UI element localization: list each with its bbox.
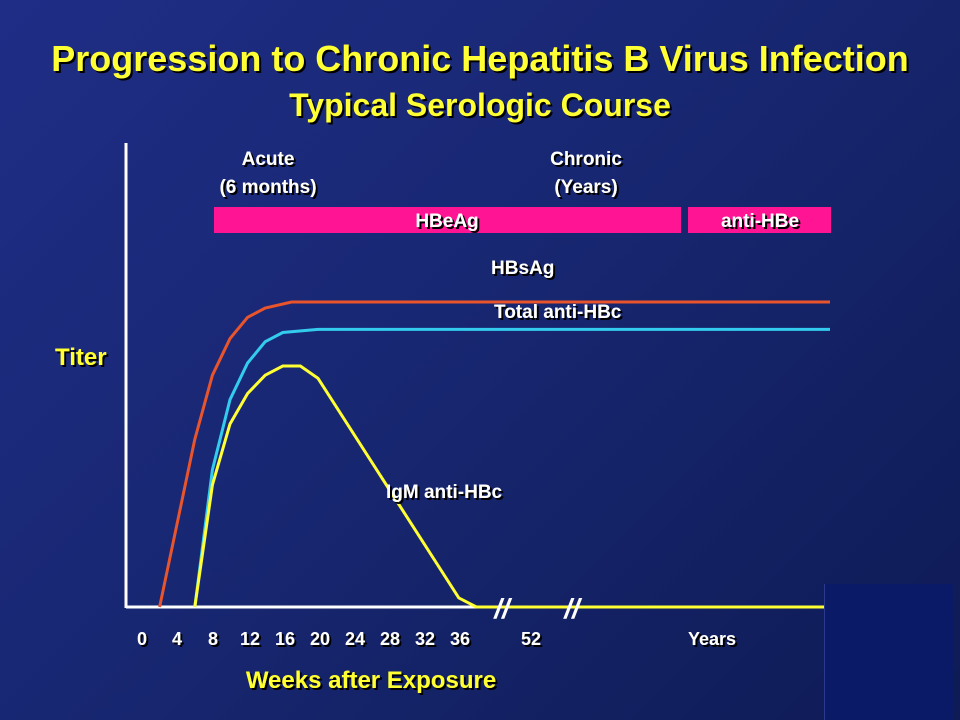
axis-break-1: // bbox=[492, 593, 513, 624]
chronic-label: Chronic bbox=[550, 149, 622, 170]
x-tick-label: 32 bbox=[415, 629, 435, 649]
igm-anti-hbc-label: IgM anti-HBc bbox=[386, 482, 503, 503]
hbeag-bar bbox=[214, 207, 681, 233]
anti-hbe-bar-label: anti-HBe bbox=[721, 211, 799, 232]
x-tick-label: 0 bbox=[137, 629, 147, 649]
x-tick-label: 28 bbox=[380, 629, 400, 649]
x-tick-label: 8 bbox=[208, 629, 218, 649]
x-tick-label: 24 bbox=[345, 629, 365, 649]
hbeag-bar-label: HBeAg bbox=[415, 211, 478, 232]
acute-label: Acute bbox=[242, 149, 295, 170]
x-tick-label: 36 bbox=[450, 629, 470, 649]
x-tick-label: Years bbox=[688, 629, 736, 649]
hbsag-label: HBsAg bbox=[491, 258, 554, 279]
chronic-duration-label: (Years) bbox=[554, 177, 617, 198]
x-tick-label: 4 bbox=[172, 629, 182, 649]
x-tick-label: 16 bbox=[275, 629, 295, 649]
acute-duration-label: (6 months) bbox=[219, 177, 316, 198]
y-axis-title: Titer bbox=[55, 344, 107, 371]
x-tick-label: 12 bbox=[240, 629, 260, 649]
corner-logo-block bbox=[824, 584, 953, 720]
total-anti-hbc-line bbox=[193, 327, 830, 608]
igm-anti-hbc-line bbox=[193, 364, 830, 609]
x-axis-title: Weeks after Exposure bbox=[246, 667, 496, 694]
anti-hbe-bar bbox=[688, 207, 831, 233]
total-anti-hbc-label: Total anti-HBc bbox=[494, 302, 622, 323]
hbsag-line bbox=[158, 300, 830, 608]
slide-subtitle: Typical Serologic Course bbox=[289, 87, 671, 123]
x-tick-label: 20 bbox=[310, 629, 330, 649]
slide-title: Progression to Chronic Hepatitis B Virus… bbox=[51, 38, 909, 79]
axis-break-2: // bbox=[562, 593, 583, 624]
x-tick-label: 52 bbox=[521, 629, 541, 649]
